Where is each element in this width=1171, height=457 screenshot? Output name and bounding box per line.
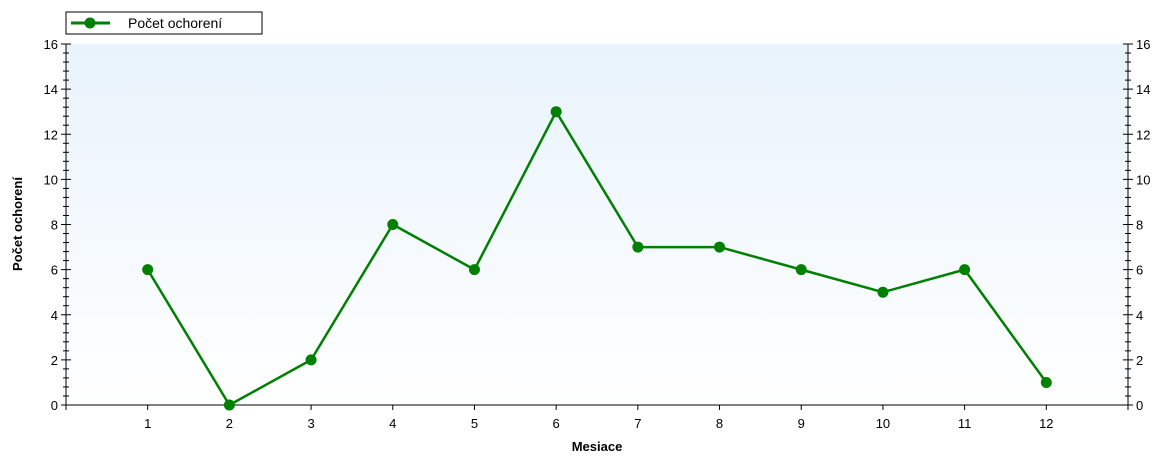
y-tick-label: 4 — [51, 308, 58, 323]
y-right-tick-label: 8 — [1136, 218, 1143, 233]
data-point — [795, 264, 807, 276]
x-tick-label: 12 — [1039, 416, 1053, 431]
plot-area — [66, 44, 1128, 405]
y-right-tick-label: 16 — [1136, 37, 1150, 52]
data-point — [877, 286, 889, 298]
data-point — [550, 106, 562, 118]
y-tick-label: 0 — [51, 398, 58, 413]
legend-box — [65, 11, 263, 35]
y-tick-label: 2 — [51, 353, 58, 368]
y-tick-label: 6 — [51, 263, 58, 278]
x-tick-label: 8 — [716, 416, 723, 431]
y-axis-title: Počet ochorení — [10, 177, 25, 271]
y-right-tick-label: 14 — [1136, 82, 1150, 97]
x-axis-ticks: 1 2 3 4 5 6 7 8 9 10 11 12 — [65, 405, 1129, 431]
data-point — [142, 264, 154, 276]
data-point — [387, 219, 399, 230]
x-tick-label: 1 — [144, 416, 151, 431]
x-axis-title: Mesiace — [572, 439, 623, 454]
series-layer — [142, 106, 1052, 411]
x-tick-label: 10 — [876, 416, 890, 431]
data-point — [223, 399, 235, 411]
x-tick-label: 5 — [471, 416, 478, 431]
y-right-tick-label: 12 — [1136, 127, 1150, 142]
x-tick-label: 11 — [958, 416, 972, 431]
data-point — [1040, 376, 1052, 388]
data-point — [468, 264, 480, 276]
legend-label: Počet ochorení — [128, 15, 222, 31]
y-right-tick-label: 4 — [1136, 308, 1143, 323]
data-point — [959, 264, 971, 276]
y-right-tick-label: 2 — [1136, 353, 1143, 368]
y-tick-label: 12 — [44, 127, 58, 142]
y-tick-label: 14 — [44, 82, 58, 97]
x-tick-label: 4 — [389, 416, 396, 431]
x-tick-label: 3 — [307, 416, 314, 431]
legend-marker — [84, 17, 96, 29]
x-tick-label: 7 — [634, 416, 641, 431]
data-point — [305, 354, 317, 366]
y-tick-label: 8 — [51, 218, 58, 233]
x-tick-label: 9 — [798, 416, 805, 431]
series-line — [146, 110, 1048, 407]
data-point — [632, 241, 644, 253]
y-axis-right-ticks: 0 2 4 6 8 10 12 14 16 — [1123, 37, 1150, 413]
legend: Počet ochorení — [65, 11, 263, 35]
y-tick-label: 10 — [44, 172, 58, 187]
y-right-tick-label: 0 — [1136, 398, 1143, 413]
x-tick-label: 2 — [226, 416, 233, 431]
y-right-tick-label: 6 — [1136, 263, 1143, 278]
x-tick-label: 6 — [553, 416, 560, 431]
y-tick-label: 16 — [44, 37, 58, 52]
y-axis-left-ticks: 0 2 4 6 8 10 12 14 16 — [44, 37, 71, 413]
y-right-tick-label: 10 — [1136, 172, 1150, 187]
data-point — [714, 241, 726, 253]
